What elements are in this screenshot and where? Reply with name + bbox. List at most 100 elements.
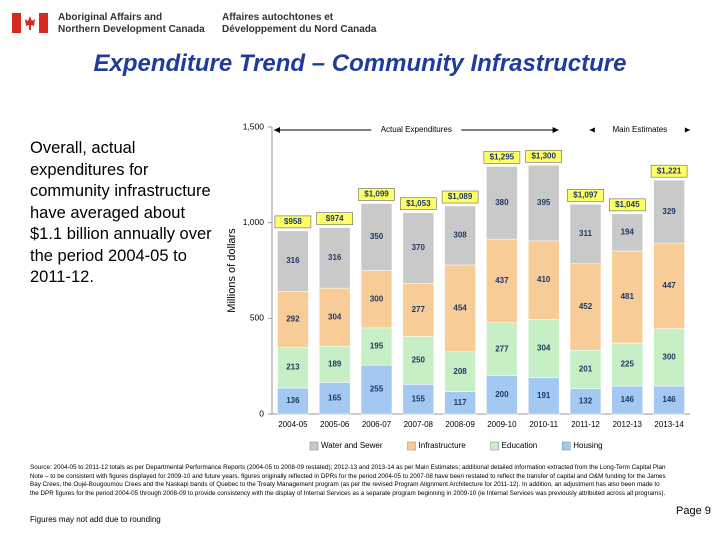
total-label: $1,221 bbox=[657, 166, 682, 175]
bar-segment bbox=[653, 328, 685, 387]
bar-segment bbox=[527, 240, 560, 320]
bar-segment bbox=[277, 291, 309, 348]
body-text: Overall, actual expenditures for communi… bbox=[30, 139, 212, 286]
bar-segment bbox=[444, 351, 476, 392]
data-label: 165 bbox=[328, 393, 342, 402]
bar-segment bbox=[360, 364, 393, 415]
total-box bbox=[441, 190, 479, 204]
data-label: 277 bbox=[412, 305, 426, 314]
data-label: 155 bbox=[412, 394, 426, 403]
data-label: 292 bbox=[286, 314, 300, 323]
legend-label: Education bbox=[502, 441, 538, 450]
legend-label: Water and Sewer bbox=[321, 441, 383, 450]
bar-segment bbox=[444, 205, 476, 266]
total-label: $1,295 bbox=[490, 153, 515, 162]
total-label: $1,045 bbox=[615, 200, 640, 209]
total-box bbox=[274, 215, 312, 229]
total-box bbox=[483, 151, 521, 164]
annotation: Actual Expenditures bbox=[381, 125, 452, 134]
data-label: 454 bbox=[453, 303, 467, 312]
data-label: 189 bbox=[328, 359, 342, 368]
bar-segment bbox=[653, 385, 685, 415]
bar-segment bbox=[318, 287, 351, 347]
slide-title: Expenditure Trend – Community Infrastruc… bbox=[93, 50, 627, 77]
bar-segment bbox=[277, 346, 309, 389]
x-tick-label: 2010-11 bbox=[529, 420, 558, 429]
data-label: 132 bbox=[579, 396, 593, 405]
org-fr: Affaires autochtones et Développement du… bbox=[222, 12, 376, 36]
total-label: $958 bbox=[284, 217, 302, 226]
bar-segment bbox=[402, 283, 435, 337]
data-label: 350 bbox=[370, 232, 384, 241]
bar-segment bbox=[360, 270, 393, 329]
bar-segment bbox=[318, 346, 351, 383]
x-tick-label: 2013-14 bbox=[654, 420, 684, 429]
data-label: 201 bbox=[579, 365, 593, 374]
total-box bbox=[316, 212, 354, 225]
bar-segment bbox=[486, 166, 518, 240]
data-label: 304 bbox=[537, 343, 551, 352]
data-label: 437 bbox=[495, 276, 509, 285]
x-tick-label: 2012-13 bbox=[613, 420, 643, 429]
bar-segment bbox=[277, 230, 309, 292]
total-label: $1,053 bbox=[406, 199, 431, 208]
data-label: 380 bbox=[495, 198, 509, 207]
data-label: 146 bbox=[621, 395, 635, 404]
y-tick-label: 0 bbox=[259, 408, 264, 418]
bar-segment bbox=[318, 382, 351, 415]
x-tick-label: 2011-12 bbox=[571, 420, 600, 429]
data-label: 311 bbox=[579, 229, 592, 238]
bar-segment bbox=[486, 322, 518, 376]
total-box bbox=[399, 197, 437, 211]
bar-segment bbox=[569, 263, 602, 351]
data-label: 395 bbox=[537, 198, 551, 207]
data-label: 304 bbox=[328, 312, 342, 321]
bar-segment bbox=[611, 250, 644, 344]
data-label: 225 bbox=[621, 360, 635, 369]
data-label: 316 bbox=[286, 256, 300, 265]
data-label: 117 bbox=[454, 398, 467, 407]
x-tick-label: 2004-05 bbox=[278, 420, 308, 429]
data-label: 194 bbox=[621, 228, 635, 237]
org-line: Northern Development Canada bbox=[58, 24, 205, 35]
x-tick-label: 2005-06 bbox=[320, 420, 350, 429]
y-axis-title: Millions of dollars bbox=[226, 228, 238, 313]
data-label: 277 bbox=[495, 344, 509, 353]
bar-segment bbox=[527, 165, 560, 242]
org-en: Aboriginal Affairs and Northern Developm… bbox=[58, 12, 205, 36]
bar-segment bbox=[402, 212, 435, 284]
y-tick-label: 500 bbox=[250, 313, 264, 323]
total-box bbox=[525, 149, 563, 163]
bar-segment bbox=[486, 375, 518, 415]
x-tick-label: 2007-08 bbox=[404, 420, 434, 429]
legend-swatch bbox=[309, 441, 319, 451]
org-line: Développement du Nord Canada bbox=[222, 24, 377, 35]
bar-segment bbox=[653, 179, 685, 244]
annotation-bg bbox=[594, 124, 685, 136]
data-label: 213 bbox=[286, 363, 300, 372]
data-label: 447 bbox=[662, 281, 676, 290]
bar-segment bbox=[277, 387, 309, 415]
total-label: $1,097 bbox=[573, 190, 598, 199]
data-label: 370 bbox=[412, 243, 426, 252]
legend-label: Housing bbox=[573, 441, 602, 450]
source-note: Source: 2004-05 to 2011-12 totals as per… bbox=[30, 464, 666, 497]
bar-segment bbox=[611, 385, 644, 415]
org-line: Aboriginal Affairs and bbox=[58, 12, 163, 23]
bar-segment bbox=[569, 204, 602, 265]
y-tick-label: 1,000 bbox=[243, 217, 265, 227]
bar-segment bbox=[527, 319, 560, 378]
bar-segment bbox=[486, 238, 518, 323]
bar-segment bbox=[444, 264, 476, 353]
org-line: Affaires autochtones et bbox=[222, 12, 334, 23]
bar-segment bbox=[611, 342, 644, 387]
total-label: $1,099 bbox=[364, 190, 389, 199]
total-box bbox=[567, 188, 604, 202]
data-label: 200 bbox=[495, 390, 509, 399]
bar-segment bbox=[653, 242, 685, 329]
legend-label: Infrastructure bbox=[419, 441, 467, 450]
footnote: Figures may not add due to rounding bbox=[30, 515, 161, 524]
bar-segment bbox=[360, 203, 393, 271]
x-tick-label: 2009-10 bbox=[487, 420, 517, 429]
